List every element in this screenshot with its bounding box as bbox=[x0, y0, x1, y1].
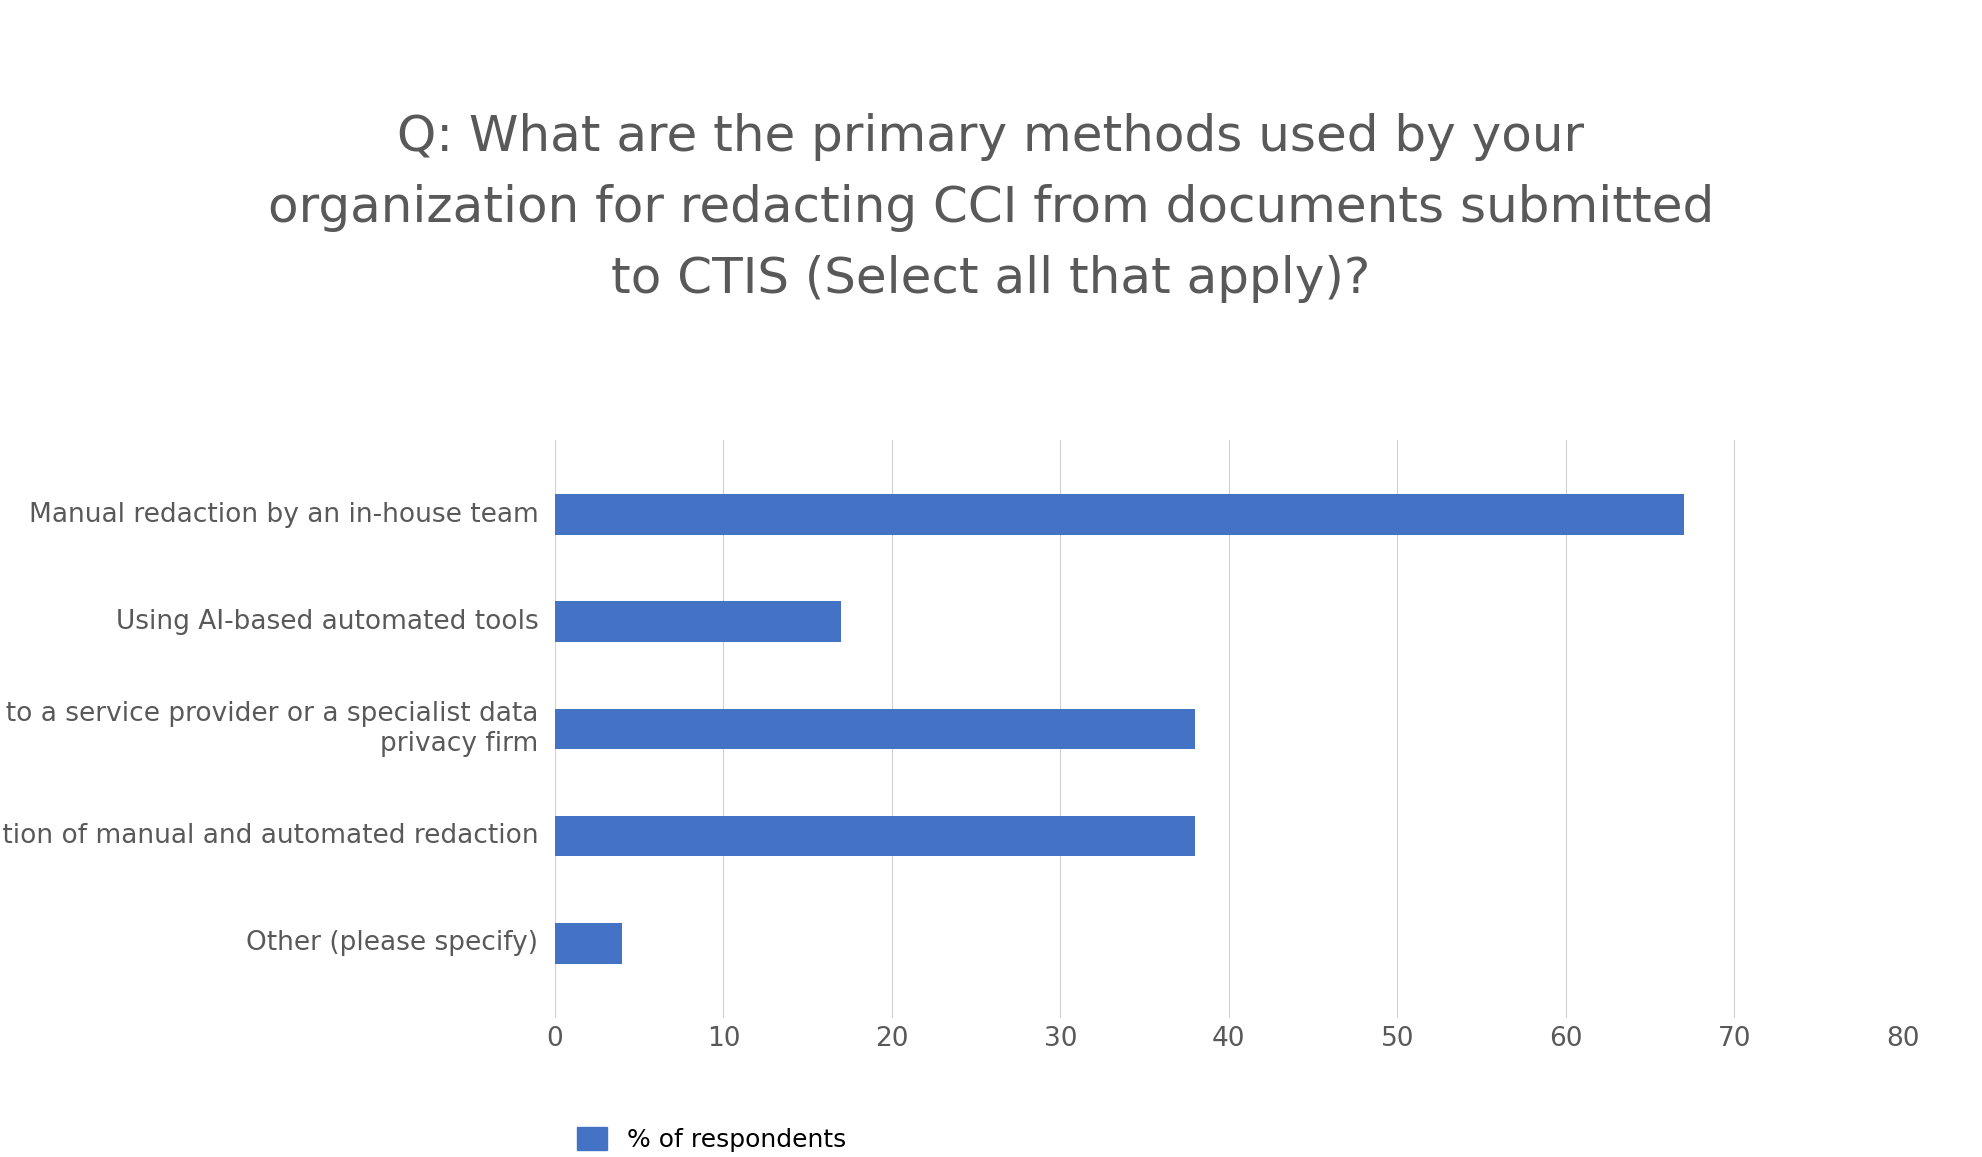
Bar bbox=[555, 602, 842, 642]
Bar bbox=[555, 816, 1195, 856]
Bar bbox=[555, 494, 1685, 535]
Text: Q: What are the primary methods used by your
organization for redacting CCI from: Q: What are the primary methods used by … bbox=[268, 113, 1714, 303]
Legend: % of respondents: % of respondents bbox=[567, 1118, 856, 1157]
Bar bbox=[555, 708, 1195, 750]
Bar bbox=[555, 923, 622, 964]
